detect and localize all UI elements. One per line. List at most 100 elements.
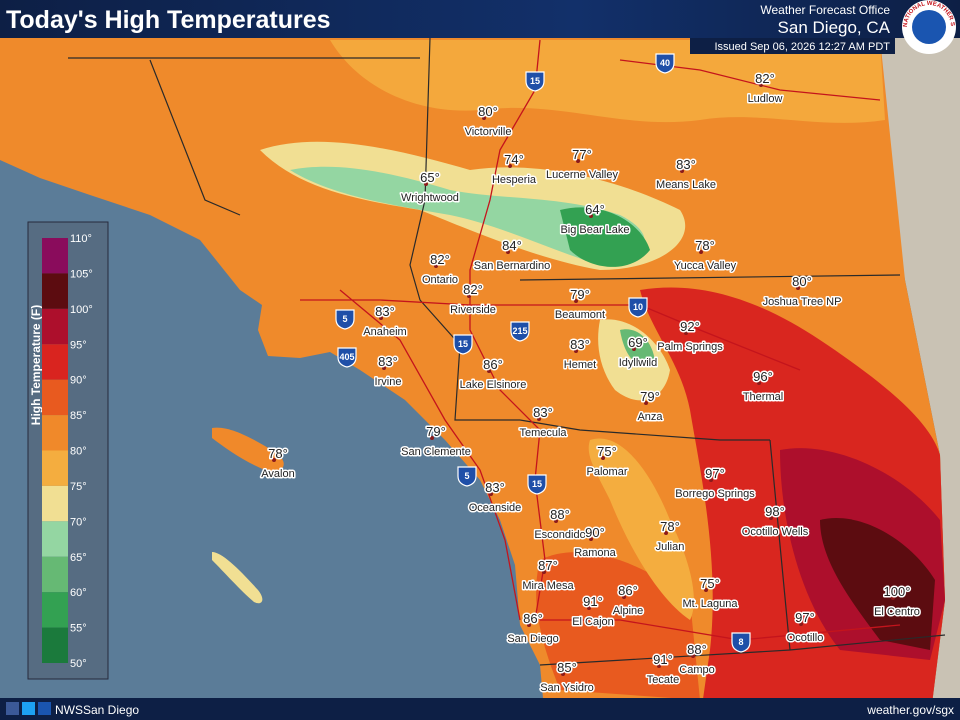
city-temp: 91° [653,652,673,667]
legend-label: 100° [70,304,93,316]
city-dot [769,516,773,520]
city-temp: 85° [557,660,577,675]
city-temp: 83° [485,480,505,495]
city-dot [709,478,713,482]
city-temp: 79° [426,424,446,439]
city-temp: 88° [550,507,570,522]
legend-label: 110° [70,233,92,245]
footer-bar [0,698,960,720]
city-temp: 98° [765,504,785,519]
catalina-island [212,427,284,472]
highway-number: 5 [464,471,469,481]
city-name: Ramona [574,547,616,559]
city-temp: 84° [502,238,522,253]
city-temp: 82° [463,282,483,297]
legend-label: 105° [70,268,93,280]
city-dot [699,250,703,254]
city-temp: 83° [676,157,696,172]
legend-label: 60° [70,587,87,599]
city-name: Escondido [534,529,585,541]
city-dot [622,595,626,599]
city-dot [574,349,578,353]
city-dot [589,537,593,541]
city-name: San Bernardino [474,260,550,272]
city-dot [589,214,593,218]
highway-shield [337,347,357,368]
office-name: San Diego, CA [778,18,891,37]
hottest-zone [820,518,935,650]
city-name: Ocotillo [787,632,824,644]
city-dot [684,331,688,335]
highway-shield [457,466,477,487]
city-name: Lucerne Valley [546,169,618,181]
city-dot [379,316,383,320]
facebook-icon[interactable] [6,702,19,715]
city-name: Borrego Springs [675,488,755,500]
land [0,38,945,720]
city-dot [537,417,541,421]
legend-label: 65° [70,552,87,564]
legend-swatch [42,379,68,416]
city-name: Mira Mesa [522,580,574,592]
city-temp: 74° [504,152,524,167]
city-name: Anza [637,411,663,423]
highway-number: 10 [633,302,643,312]
city-name: Big Bear Lake [560,224,629,236]
highway-shield [655,53,675,74]
city-temp: 96° [753,369,773,384]
highway-shield [527,474,547,495]
city-temp: 83° [533,405,553,420]
city-temp: 86° [523,611,543,626]
city-name: Avalon [261,468,294,480]
youtube-icon[interactable] [38,702,51,715]
highway-number: 15 [458,339,468,349]
legend-title: High Temperature (F) [29,305,43,425]
social-handle[interactable]: NWSSan Diego [55,703,139,717]
legend-swatch [42,273,68,309]
city-temp: 83° [378,354,398,369]
city-dot [272,458,276,462]
city-temp: 82° [430,252,450,267]
desert-terrain [860,38,960,720]
city-name: Beaumont [555,309,605,321]
website[interactable]: weather.gov/sgx [866,703,954,717]
city-temp: 78° [660,519,680,534]
city-dot [587,606,591,610]
city-dot [430,436,434,440]
legend-swatch [42,521,68,557]
city-temp: 97° [795,610,815,625]
city-temp: 90° [585,525,605,540]
city-name: Temecula [519,427,567,439]
city-dot [554,519,558,523]
city-dot [489,492,493,496]
mild-zone [330,40,885,123]
legend-label: 50° [70,658,87,670]
city-dot [527,623,531,627]
boundaries [68,37,946,666]
city-temp: 82° [755,71,775,86]
city-temp: 64° [585,202,605,217]
city-name: San Ysidro [540,682,594,694]
twitter-icon[interactable] [22,702,35,715]
legend-label: 90° [70,375,87,387]
city-temp: 100° [884,584,911,599]
city-name: Means Lake [656,179,716,191]
city-name: Irvine [375,376,402,388]
highway-shield [510,321,530,342]
city-dot [542,570,546,574]
city-name: San Clemente [401,446,471,458]
city-dot [382,366,386,370]
city-temp: 79° [640,389,660,404]
city-dot [891,596,895,600]
city-name: Palomar [587,466,628,478]
city-temp: 75° [597,444,617,459]
city-dot [632,347,636,351]
city-temp: 69° [628,335,648,350]
issued-time: Issued Sep 06, 2026 12:27 AM PDT [714,41,890,53]
legend-label: 70° [70,516,87,528]
city-dot [680,169,684,173]
city-dot [644,401,648,405]
san-clemente-island [212,552,263,604]
legend-swatch [42,308,68,345]
